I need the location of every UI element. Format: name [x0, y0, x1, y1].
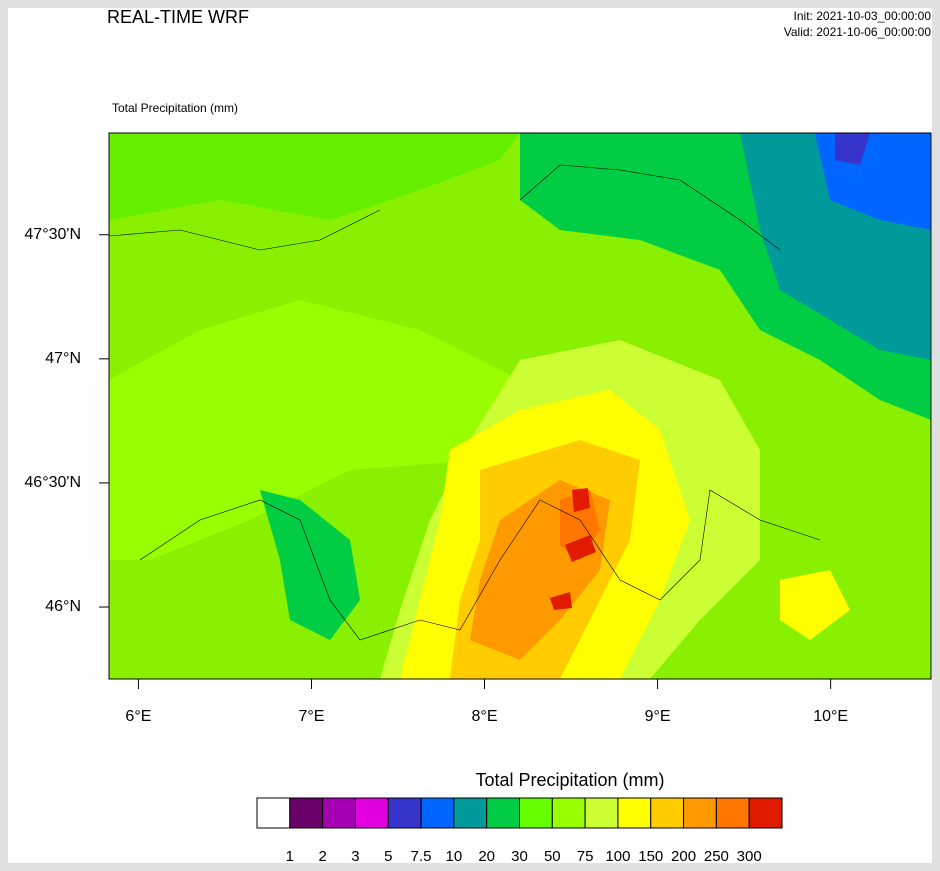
- colorbar-level: 75: [577, 848, 594, 865]
- colorbar-level: 2: [318, 848, 326, 865]
- colorbar-swatch: [683, 797, 717, 829]
- colorbar-level: 1: [286, 848, 294, 865]
- colorbar-level: 200: [671, 848, 696, 865]
- lat-tick-label: 47°30'N: [24, 226, 81, 243]
- colorbar-swatch: [617, 797, 652, 829]
- colorbar-level: 30: [511, 848, 528, 865]
- colorbar-swatch: [256, 797, 291, 829]
- colorbar-swatch: [748, 797, 783, 829]
- colorbar-level: 100: [605, 848, 630, 865]
- colorbar-swatch: [322, 797, 356, 829]
- valid-time: Valid: 2021-10-06_00:00:00: [784, 25, 932, 39]
- colorbar-level: 7.5: [411, 848, 432, 865]
- lon-tick-label: 6°E: [125, 708, 151, 725]
- lat-tick-label: 46°N: [45, 598, 81, 615]
- colorbar-swatch: [715, 797, 750, 829]
- lon-tick-label: 9°E: [645, 708, 671, 725]
- colorbar-level: 10: [446, 848, 463, 865]
- lat-tick-label: 47°N: [45, 350, 81, 367]
- colorbar-level: 50: [544, 848, 561, 865]
- map-frame: [108, 132, 932, 680]
- colorbar-level: 300: [737, 848, 762, 865]
- lon-tick-label: 7°E: [298, 708, 324, 725]
- colorbar-swatch: [519, 797, 553, 829]
- colorbar-title: Total Precipitation (mm): [475, 770, 664, 790]
- colorbar-level: 20: [478, 848, 495, 865]
- colorbar-swatch: [289, 797, 324, 829]
- lon-tick-label: 10°E: [813, 708, 848, 725]
- colorbar-swatch: [453, 797, 488, 829]
- colorbar-level: 3: [351, 848, 359, 865]
- colorbar-swatch: [486, 797, 520, 829]
- field-label: Total Precipitation (mm): [112, 101, 238, 115]
- colorbar-swatch: [584, 797, 619, 829]
- lat-tick-label: 46°30'N: [24, 474, 81, 491]
- colorbar-swatch: [420, 797, 455, 829]
- lon-tick-label: 8°E: [472, 708, 498, 725]
- colorbar-level: 250: [704, 848, 729, 865]
- colorbar-swatch: [650, 797, 685, 829]
- colorbar-swatch: [387, 797, 422, 829]
- colorbar-level: 5: [384, 848, 392, 865]
- title: REAL-TIME WRF: [107, 7, 249, 27]
- colorbar-swatch: [354, 797, 389, 829]
- init-time: Init: 2021-10-03_00:00:00: [794, 9, 932, 23]
- precip-field: [109, 133, 931, 679]
- colorbar-level: 150: [638, 848, 663, 865]
- colorbar-swatch: [551, 797, 586, 829]
